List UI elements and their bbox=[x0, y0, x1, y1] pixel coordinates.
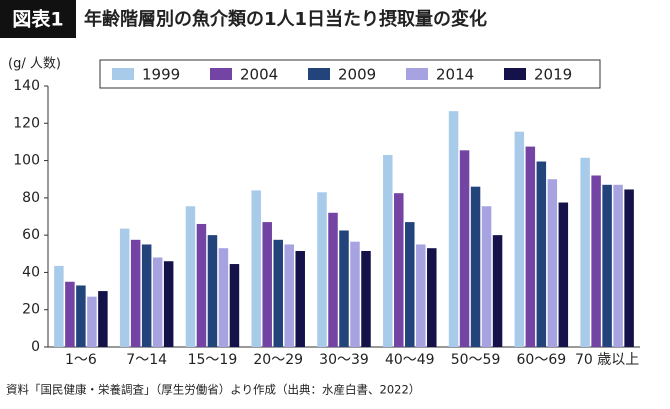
bar bbox=[448, 111, 459, 348]
bar bbox=[229, 264, 240, 347]
bar bbox=[394, 193, 404, 347]
y-tick-label: 80 bbox=[22, 190, 40, 206]
bar bbox=[207, 235, 218, 347]
bar bbox=[54, 265, 64, 347]
legend-label: 2014 bbox=[436, 66, 474, 84]
legend-swatch bbox=[504, 68, 526, 80]
bar bbox=[130, 239, 141, 347]
legend-label: 2004 bbox=[240, 66, 278, 84]
bar bbox=[328, 212, 338, 347]
bar bbox=[98, 291, 108, 347]
bar bbox=[350, 241, 360, 347]
bar bbox=[262, 222, 272, 347]
bar bbox=[547, 179, 558, 347]
y-axis-label: (g/ 人数) bbox=[8, 57, 61, 72]
bar bbox=[383, 154, 393, 347]
legend-swatch bbox=[210, 68, 232, 80]
y-tick-label: 100 bbox=[13, 153, 40, 169]
y-tick-label: 20 bbox=[22, 302, 40, 318]
bar bbox=[470, 186, 481, 347]
x-tick-label: 40〜49 bbox=[385, 352, 435, 368]
bar bbox=[196, 223, 207, 347]
bar bbox=[218, 248, 229, 347]
x-tick-label: 30〜39 bbox=[319, 352, 369, 368]
x-tick-label: 60〜69 bbox=[517, 352, 567, 368]
bar bbox=[339, 230, 349, 347]
y-tick-label: 40 bbox=[22, 264, 40, 280]
bar bbox=[459, 150, 470, 347]
y-tick-label: 140 bbox=[13, 78, 40, 94]
bar bbox=[361, 250, 371, 347]
badge-bg bbox=[0, 0, 76, 38]
bar bbox=[514, 131, 525, 347]
x-tick-label: 50〜59 bbox=[451, 352, 501, 368]
bar bbox=[427, 248, 437, 347]
bar bbox=[536, 161, 547, 347]
bar bbox=[87, 296, 97, 347]
legend-swatch bbox=[406, 68, 428, 80]
source-note: 資料「国民健康・栄養調査」（厚生労働省）より作成（出典：水産白書、2022） bbox=[6, 383, 420, 397]
y-tick-label: 120 bbox=[13, 115, 40, 131]
x-tick-label: 7〜14 bbox=[126, 352, 167, 368]
chart-title: 年齢階層別の魚介類の1人1日当たり摂取量の変化 bbox=[84, 8, 487, 30]
bar bbox=[558, 202, 569, 347]
legend-swatch bbox=[308, 68, 330, 80]
bar bbox=[492, 235, 503, 347]
bar bbox=[613, 184, 623, 347]
bar bbox=[317, 192, 327, 347]
legend-swatch bbox=[112, 68, 134, 80]
x-tick-label: 1〜6 bbox=[65, 352, 97, 368]
bar bbox=[185, 206, 196, 347]
bar bbox=[591, 175, 601, 347]
bar bbox=[76, 285, 86, 347]
bar bbox=[580, 157, 590, 347]
x-tick-label: 20〜29 bbox=[253, 352, 303, 368]
bar bbox=[119, 228, 130, 347]
bar bbox=[273, 239, 283, 347]
bar bbox=[481, 206, 492, 347]
legend-label: 2019 bbox=[534, 66, 572, 84]
bar bbox=[65, 281, 75, 347]
y-tick-label: 0 bbox=[31, 339, 40, 355]
legend-label: 2009 bbox=[338, 66, 376, 84]
bar bbox=[163, 261, 174, 347]
bar bbox=[141, 244, 152, 347]
x-tick-label: 70 歳以上 bbox=[575, 352, 639, 368]
bar bbox=[152, 257, 163, 347]
bar bbox=[251, 190, 261, 347]
x-tick-label: 15〜19 bbox=[188, 352, 238, 368]
y-tick-label: 60 bbox=[22, 227, 40, 243]
badge: 図表1 bbox=[12, 8, 63, 31]
bar bbox=[405, 222, 415, 347]
bar bbox=[624, 189, 634, 347]
bar bbox=[525, 146, 536, 347]
legend-label: 1999 bbox=[142, 66, 180, 84]
bar bbox=[284, 244, 294, 347]
bar bbox=[295, 250, 305, 347]
bar bbox=[602, 184, 612, 347]
bar bbox=[416, 244, 426, 347]
